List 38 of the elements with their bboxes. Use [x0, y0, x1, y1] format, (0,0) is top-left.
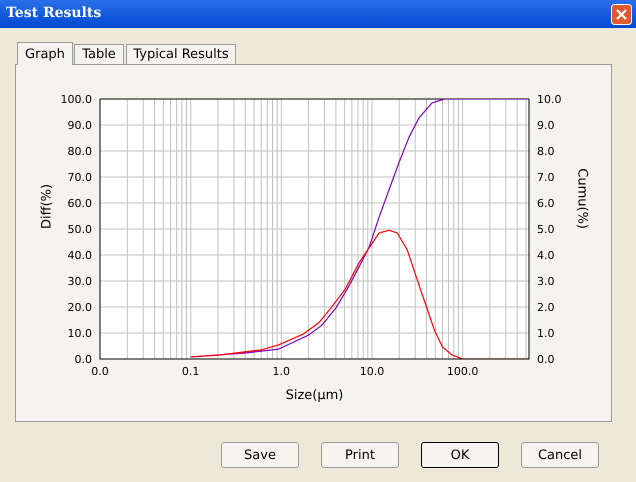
- y-tick-label: 100.0: [60, 92, 92, 106]
- x-tick-label: 100.0: [446, 364, 478, 378]
- y-tick-label: 40.0: [68, 248, 92, 262]
- tab: Graph: [17, 42, 73, 65]
- button: Save: [221, 442, 299, 468]
- x-tick-label: 0.0: [91, 364, 109, 378]
- tab: Table: [74, 44, 124, 64]
- y2-tick-label: 8.0: [537, 144, 554, 158]
- y2-tick-label: 5.0: [537, 222, 554, 236]
- x-axis-title: Size(μm): [286, 388, 344, 403]
- y2-tick-label: 0.0: [537, 352, 554, 366]
- x-tick-label: 0.1: [182, 364, 200, 378]
- x-tick-label: 10.0: [360, 364, 384, 378]
- x-tick-label: 1.0: [272, 364, 290, 378]
- y-tick-label: 90.0: [68, 118, 92, 132]
- y-tick-label: 50.0: [68, 222, 92, 236]
- button: OK: [421, 442, 499, 468]
- y-tick-label: 80.0: [68, 144, 92, 158]
- y-axis-title: Diff(%): [40, 184, 55, 229]
- y2-tick-label: 1.0: [537, 326, 554, 340]
- y2-tick-label: 4.0: [537, 248, 554, 262]
- y-tick-label: 20.0: [68, 300, 92, 314]
- y-tick-label: 0.0: [74, 352, 92, 366]
- y-tick-label: 30.0: [68, 274, 92, 288]
- button: Print: [321, 442, 399, 468]
- y2-tick-label: 9.0: [537, 118, 554, 132]
- tab: Typical Results: [126, 44, 236, 64]
- y-tick-label: 10.0: [68, 326, 92, 340]
- y2-tick-label: 2.0: [537, 300, 554, 314]
- y2-tick-label: 3.0: [537, 274, 554, 288]
- y-tick-label: 70.0: [68, 170, 92, 184]
- chart-title: Test Results: [6, 5, 102, 21]
- button: Cancel: [521, 442, 599, 468]
- y2-tick-label: 10.0: [537, 92, 562, 106]
- y2-tick-label: 6.0: [537, 196, 554, 210]
- y-tick-label: 60.0: [68, 196, 92, 210]
- y2-tick-label: 7.0: [537, 170, 554, 184]
- y2-axis-title: Cumu(%): [574, 168, 590, 229]
